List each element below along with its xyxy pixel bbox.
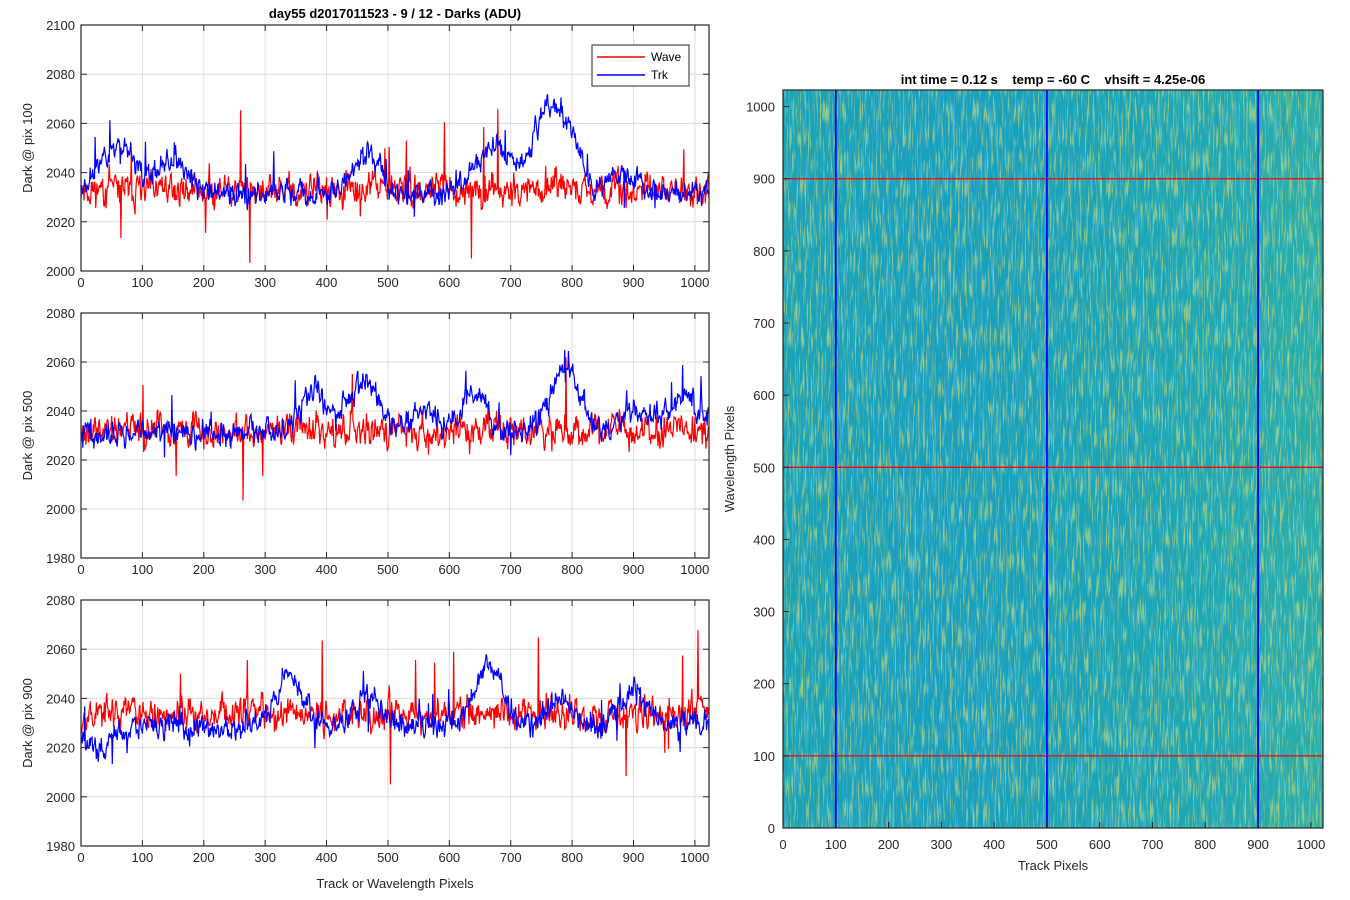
legend: Wave Trk [591,44,690,87]
x-tick-label: 100 [132,562,154,577]
y-tick-label: 300 [753,605,775,620]
y-tick-label: 1000 [746,100,775,115]
heatmap-image [783,90,1323,828]
x-tick-label: 500 [1036,837,1058,852]
x-tick-label: 800 [561,275,583,290]
y-tick-label: 2000 [46,502,75,517]
y-tick-label: 600 [753,388,775,403]
x-tick-label: 700 [1142,837,1164,852]
plot-dark-pix-900: 0 100 200 300 400 500 600 700 800 900 1000 1980 2000… [20,593,710,865]
y-tick-label: 2060 [46,355,75,370]
x-tick-label: 300 [254,562,276,577]
y-tick-label: 800 [753,244,775,259]
legend-label-wave: Wave [651,50,682,64]
x-tick-label: 700 [500,850,522,865]
x-tick-label: 100 [132,850,154,865]
y-tick-label: 2020 [46,741,75,756]
x-tick-label: 0 [779,837,786,852]
y-tick-label: 0 [768,821,775,836]
y-tick-label: 2000 [46,790,75,805]
x-tick-label: 400 [316,275,338,290]
x-tick-label: 800 [561,562,583,577]
x-tick-label: 500 [377,850,399,865]
series-line-trk [81,654,709,765]
y-tick-label: 500 [753,460,775,475]
y-tick-label: 2020 [46,453,75,468]
y-tick-label: 700 [753,316,775,331]
x-tick-label: 600 [438,275,460,290]
x-tick-label: 200 [193,562,215,577]
x-tick-label: 0 [77,850,84,865]
x-tick-label: 1000 [680,562,709,577]
heatmap-noise [783,90,1323,828]
x-tick-label: 900 [1247,837,1269,852]
x-tick-label: 1000 [680,275,709,290]
axes-frame [80,312,710,559]
axes-frame [80,24,710,272]
x-tick-label: 900 [623,275,645,290]
y-axis-label: Wavelength Pixels [722,405,737,512]
x-tick-label: 200 [193,850,215,865]
y-tick-label: 2080 [46,67,75,82]
x-tick-label: 0 [77,275,84,290]
y-tick-label: 2080 [46,306,75,321]
y-tick-label: 2020 [46,215,75,230]
heatmap-panel: int time = 0.12 s temp = -60 C vhsift = … [722,72,1325,873]
x-tick-label: 300 [931,837,953,852]
x-axis-label: Track Pixels [1018,858,1089,873]
x-tick-label: 900 [623,850,645,865]
y-tick-label: 100 [753,749,775,764]
x-tick-label: 800 [561,850,583,865]
y-tick-label: 2100 [46,18,75,33]
y-tick-label: 1980 [46,551,75,566]
y-tick-label: 2060 [46,642,75,657]
axes-frame [80,599,710,847]
x-tick-label: 0 [77,562,84,577]
x-tick-label: 300 [254,850,276,865]
y-axis-label: Dark @ pix 100 [20,103,35,193]
y-tick-label: 1980 [46,839,75,854]
y-tick-label: 2040 [46,691,75,706]
y-tick-label: 2060 [46,116,75,131]
x-tick-label: 300 [254,275,276,290]
x-tick-label: 900 [623,562,645,577]
series-line-wave [81,108,709,263]
x-tick-label: 500 [377,275,399,290]
x-tick-label: 600 [1089,837,1111,852]
x-tick-label: 100 [132,275,154,290]
y-tick-label: 400 [753,532,775,547]
x-tick-label: 500 [377,562,399,577]
x-tick-label: 600 [438,562,460,577]
x-tick-label: 600 [438,850,460,865]
figure-title: day55 d2017011523 - 9 / 12 - Darks (ADU) [269,6,521,21]
y-tick-label: 200 [753,677,775,692]
x-tick-label: 200 [193,275,215,290]
x-tick-label: 200 [878,837,900,852]
x-tick-label: 400 [316,850,338,865]
x-tick-label: 400 [316,562,338,577]
legend-label-trk: Trk [651,68,669,82]
y-tick-label: 2000 [46,264,75,279]
y-tick-label: 2040 [46,166,75,181]
x-tick-label: 400 [983,837,1005,852]
axes-frame [782,89,1324,829]
x-tick-label: 1000 [680,850,709,865]
plot-dark-pix-500: 0 100 200 300 400 500 600 700 800 900 1000 1980 2000… [20,306,710,577]
heatmap-title: int time = 0.12 s temp = -60 C vhsift = … [901,72,1206,87]
y-tick-label: 2080 [46,593,75,608]
x-tick-label: 800 [1194,837,1216,852]
x-tick-label: 1000 [1296,837,1325,852]
y-axis-label: Dark @ pix 500 [20,391,35,481]
series-line-trk [81,349,709,458]
y-axis-label: Dark @ pix 900 [20,678,35,768]
y-tick-label: 2040 [46,404,75,419]
series-line-trk [81,93,709,217]
x-tick-label: 100 [825,837,847,852]
x-tick-label: 700 [500,275,522,290]
x-axis-label-left: Track or Wavelength Pixels [316,876,474,891]
y-tick-label: 900 [753,172,775,187]
x-tick-label: 700 [500,562,522,577]
